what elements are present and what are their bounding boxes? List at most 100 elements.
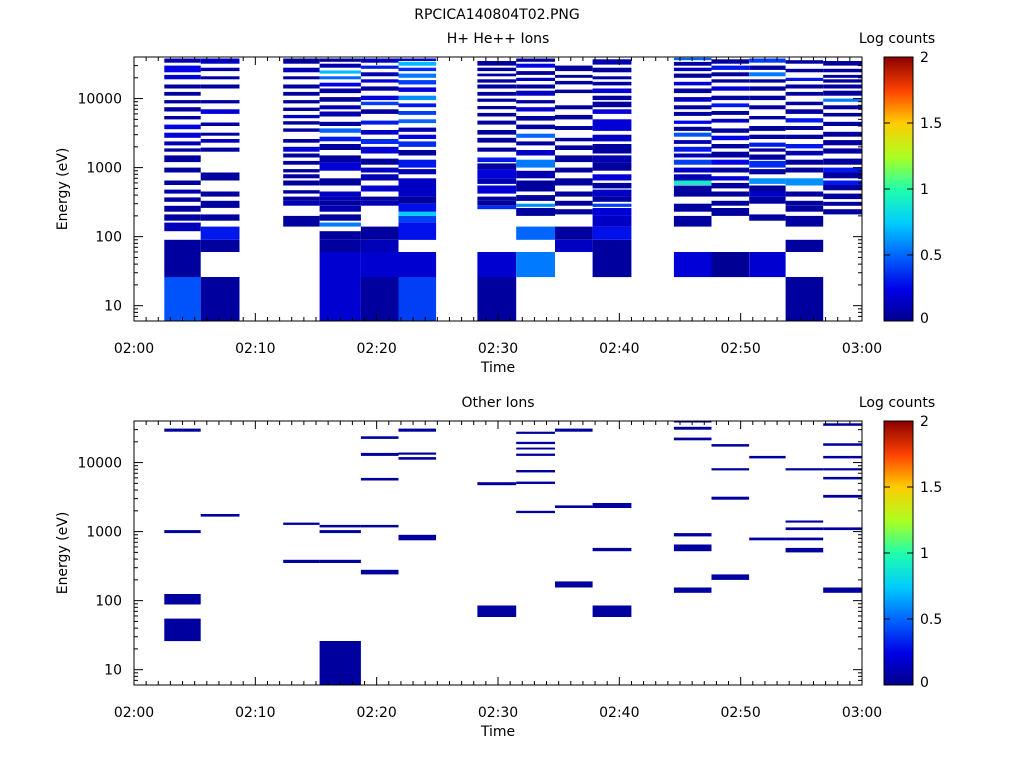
colorbar: Log counts 0 0.5 1 1.5 2: [859, 395, 942, 691]
heatmap-cell: [164, 205, 201, 212]
heatmap-cell: [711, 135, 750, 141]
heatmap-cell: [711, 128, 750, 133]
heatmap-cell: [673, 81, 712, 86]
heatmap-cell: [398, 211, 437, 216]
heatmap-cell: [823, 158, 862, 165]
y-tick-label: 100: [95, 594, 122, 610]
heatmap-cell: [283, 196, 320, 201]
heatmap-cell: [164, 252, 201, 278]
colorbar-tick-label: 1.5: [920, 480, 942, 496]
heatmap-cell: [200, 100, 240, 104]
heatmap-cell: [164, 277, 201, 321]
heatmap-cell: [823, 121, 862, 126]
heatmap-cell: [360, 146, 399, 154]
heatmap-cell: [711, 151, 750, 158]
heatmap-cell: [516, 90, 555, 96]
heatmap-cell: [673, 146, 712, 152]
heatmap-cell: [200, 132, 240, 136]
heatmap-cell: [555, 145, 593, 150]
heatmap-cell: [823, 131, 862, 137]
heatmap-cell: [319, 277, 361, 321]
heatmap-cell: [823, 193, 862, 200]
heatmap-cell: [823, 105, 862, 110]
heatmap-cell: [711, 159, 750, 165]
heatmap-cell: [319, 231, 361, 240]
y-axis-label: Energy (eV): [55, 512, 71, 595]
heatmap-cell: [516, 203, 555, 207]
heatmap-cell: [516, 150, 555, 156]
x-tick-label: 02:40: [599, 705, 639, 721]
heatmap-cell: [785, 520, 824, 523]
y-tick-label: 10: [104, 663, 122, 679]
heatmap-cell: [749, 148, 786, 152]
heatmap-cell: [673, 215, 712, 227]
heatmap-cell: [319, 222, 361, 227]
heatmap-cell: [477, 605, 517, 617]
x-axis-label: Time: [480, 360, 515, 376]
heatmap-cell: [823, 494, 862, 498]
heatmap-cell: [711, 200, 750, 206]
heatmap-cell: [477, 73, 517, 77]
heatmap-cell: [516, 447, 555, 450]
heatmap-cell: [592, 67, 632, 73]
heatmap-cell: [398, 80, 437, 85]
heatmap-cell: [555, 226, 593, 240]
heatmap-cell: [785, 277, 824, 321]
heatmap-cell: [360, 86, 399, 91]
heatmap-cell: [360, 569, 399, 575]
heatmap-cell: [283, 160, 320, 165]
heatmap-cell: [516, 71, 555, 75]
heatmap-cell: [283, 121, 320, 125]
heatmap-cell: [823, 167, 862, 173]
heatmap-cell: [673, 544, 712, 552]
heatmap-cell: [319, 530, 361, 534]
heatmap-cell: [360, 436, 399, 439]
heatmap-cell: [516, 510, 555, 514]
heatmap-cell: [319, 155, 361, 163]
heatmap-cell: [823, 201, 862, 206]
heatmap-cell: [398, 58, 437, 61]
heatmap-cell: [164, 530, 201, 534]
heatmap-cell: [398, 191, 437, 197]
heatmap-cell: [592, 239, 632, 252]
heatmap-cell: [592, 76, 632, 80]
heatmap-cell: [398, 428, 437, 432]
heatmap-cell: [283, 522, 320, 525]
heatmap-cell: [592, 189, 632, 197]
heatmap-cell: [319, 105, 361, 110]
heatmap-cell: [360, 477, 399, 481]
heatmap-cell: [319, 641, 361, 685]
heatmap-cell: [398, 103, 437, 108]
heatmap-cell: [283, 76, 320, 80]
heatmap-cell: [592, 547, 632, 552]
heatmap-cell: [360, 130, 399, 135]
heatmap-cell: [516, 180, 555, 192]
heatmap-cell: [592, 208, 632, 216]
colorbar-tick-label: 0: [920, 675, 929, 691]
heatmap-cell: [516, 58, 555, 62]
heatmap-cell: [477, 147, 517, 152]
panel-2: Other Ions Time Energy (eV) 02:00 02:10 02:20…: [55, 395, 942, 740]
heatmap-cell: [477, 120, 517, 125]
heatmap-cell: [749, 142, 786, 147]
heatmap-cell: [785, 144, 824, 149]
heatmap-cell: [785, 178, 824, 186]
heatmap-cell: [398, 222, 437, 240]
x-tick-label: 03:00: [842, 705, 882, 721]
heatmap-cell: [360, 174, 399, 181]
heatmap-cell: [749, 86, 786, 91]
heatmap-cell: [749, 214, 786, 221]
y-axis-label: Energy (eV): [55, 148, 71, 231]
heatmap-cell: [283, 169, 320, 173]
heatmap-cell: [283, 128, 320, 132]
heatmap-cell: [823, 443, 862, 446]
heatmap-cell: [823, 455, 862, 459]
heatmap-cell: [360, 277, 399, 321]
heatmap-cell: [200, 214, 240, 221]
heatmap-cell: [477, 106, 517, 110]
heatmap-cell: [555, 155, 593, 163]
heatmap-cell: [823, 112, 862, 117]
heatmap-cell: [319, 88, 361, 94]
heatmap-cell: [360, 524, 399, 528]
heatmap-cell: [673, 140, 712, 144]
